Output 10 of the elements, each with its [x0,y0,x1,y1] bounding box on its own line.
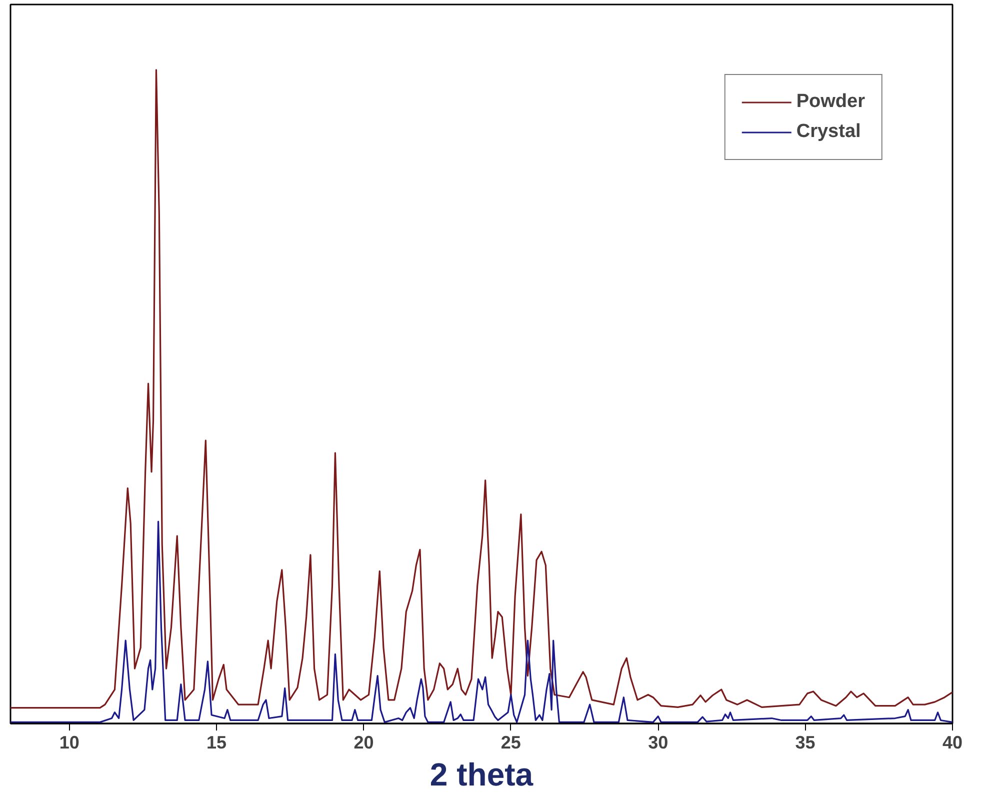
legend-label: Powder [796,91,865,113]
x-tick-label: 10 [59,732,80,752]
x-tick-label: 30 [648,732,668,752]
x-tick-label: 35 [795,732,816,752]
x-axis-title: 2 theta [430,756,534,792]
x-tick-label: 25 [500,732,521,752]
x-tick-label: 40 [942,732,963,752]
x-tick-label: 15 [206,732,227,752]
x-tick-label: 20 [354,732,374,752]
legend-label: Crystal [796,121,861,143]
